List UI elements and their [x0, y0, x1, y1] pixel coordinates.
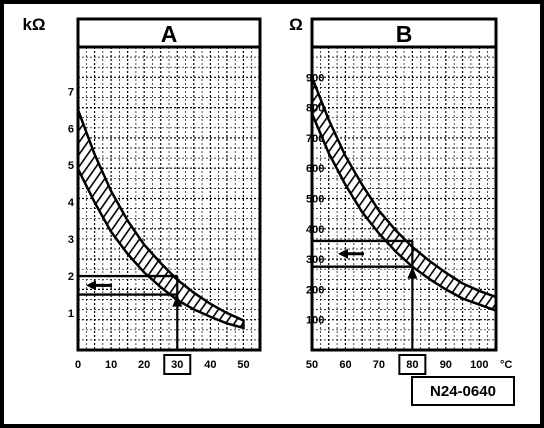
x-tick-label: 40 [204, 359, 216, 371]
x-axis-unit: °C [500, 359, 512, 371]
y-tick-label: 800 [306, 103, 324, 115]
y-tick-label: 500 [306, 194, 324, 206]
x-tick-label: 80 [406, 359, 418, 371]
x-tick-label: 10 [105, 359, 117, 371]
grid [312, 47, 496, 350]
title-box [76, 17, 262, 49]
reading-arrow-left [86, 280, 96, 291]
figure-id-label: N24-0640 [430, 382, 496, 400]
panel-title: B [396, 21, 413, 47]
y-tick-label: 4 [68, 197, 75, 209]
y-tick-label: 3 [68, 234, 74, 246]
y-axis-unit: kΩ [22, 15, 45, 34]
y-axis-unit: Ω [289, 15, 303, 34]
x-tick-label: 70 [373, 359, 385, 371]
highlighted-tick-box [398, 354, 427, 375]
y-tick-label: 2 [68, 271, 74, 283]
y-tick-label: 100 [306, 315, 324, 327]
x-tick-label: 60 [339, 359, 351, 371]
tolerance-band [76, 109, 245, 330]
panel-title: A [161, 21, 178, 47]
y-tick-label: 1 [68, 308, 74, 320]
highlighted-tick-box [163, 354, 192, 375]
x-tick-label: 50 [237, 359, 249, 371]
reading-arrow-up [407, 266, 418, 279]
y-tick-label: 200 [306, 284, 324, 296]
y-tick-label: 700 [306, 133, 324, 145]
y-tick-label: 400 [306, 224, 324, 236]
title-box [310, 17, 498, 49]
x-tick-label: 50 [306, 359, 318, 371]
x-tick-label: 100 [470, 359, 488, 371]
y-tick-label: 900 [306, 72, 324, 84]
reading-arrow-left [338, 248, 348, 259]
y-tick-label: 5 [68, 160, 74, 172]
y-tick-label: 300 [306, 254, 324, 266]
x-tick-label: 20 [138, 359, 150, 371]
panel-a: AkΩ 1 2 3 4 5 6 7 0 10 20 30 40 50 [22, 15, 262, 375]
figure-id-box: N24-0640 [411, 376, 515, 406]
panel-b: B Ω 100 200 300 400 500 600 700 800 900 50 60 70 80 90 1… [289, 15, 512, 375]
y-tick-label: 7 [68, 86, 74, 98]
y-tick-label: 600 [306, 163, 324, 175]
y-tick-label: 6 [68, 123, 74, 135]
reading-lines [78, 274, 183, 350]
x-tick-label: 0 [75, 359, 81, 371]
reading-lines [312, 239, 418, 350]
x-tick-label: 90 [440, 359, 452, 371]
reading-arrow-up [172, 294, 183, 307]
x-tick-label: 30 [171, 359, 183, 371]
